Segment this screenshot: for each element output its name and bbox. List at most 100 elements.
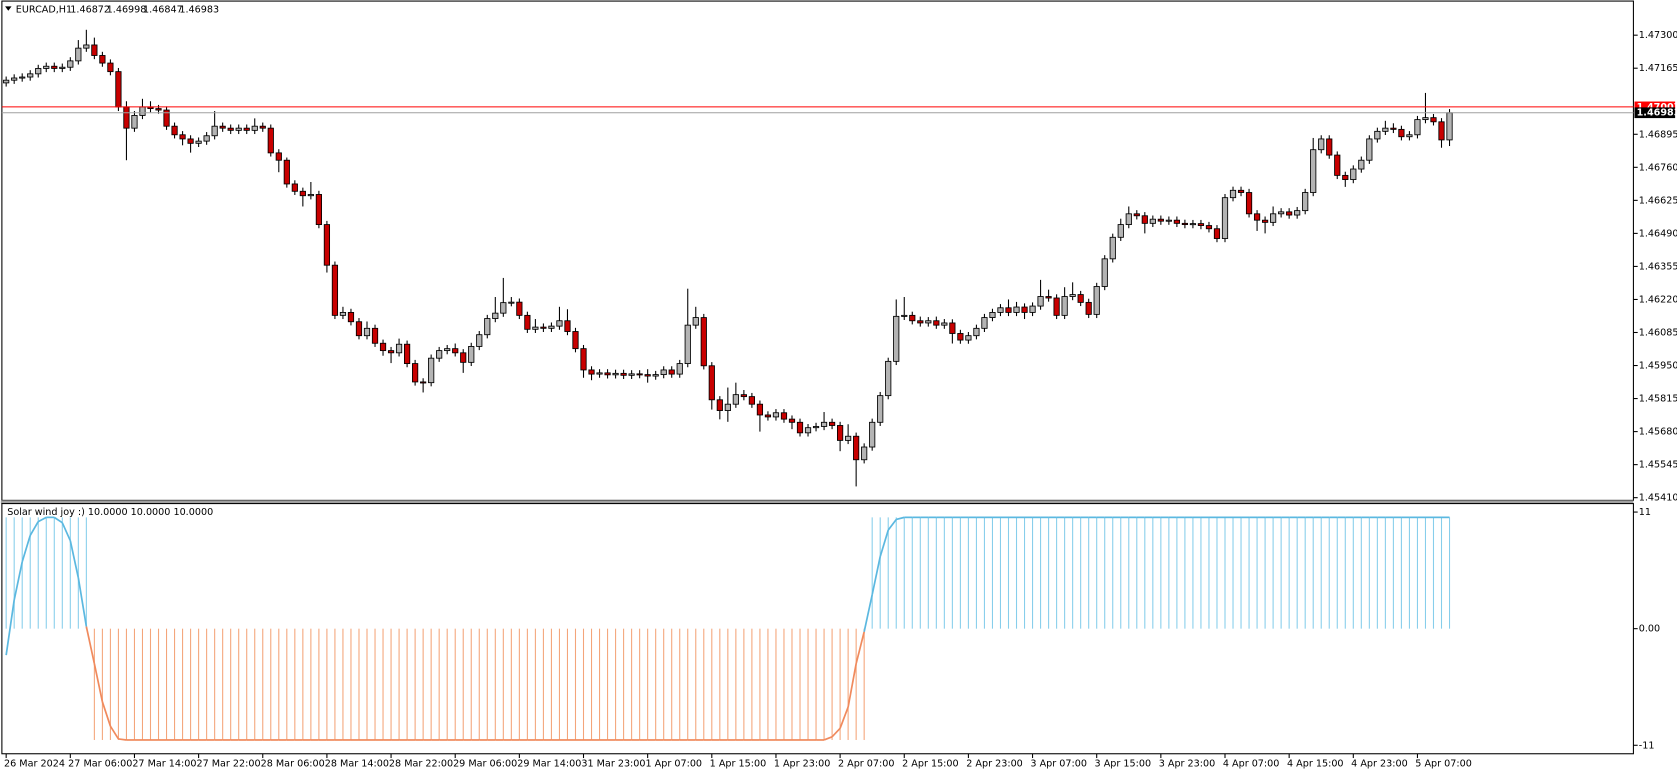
candle-body <box>1374 130 1381 140</box>
candle-body <box>925 320 932 324</box>
candle-body <box>764 414 772 418</box>
candle-body <box>1358 159 1365 170</box>
candle-body <box>179 134 186 140</box>
candle-body <box>195 140 202 144</box>
candle-body <box>1053 297 1060 316</box>
candle-body <box>1141 215 1148 224</box>
candle-body <box>115 71 122 108</box>
candle-body <box>532 326 539 330</box>
candle-body <box>1270 213 1277 223</box>
candle-body <box>853 435 860 461</box>
oscillator-line <box>101 701 112 727</box>
oscillator-line <box>863 594 874 633</box>
x-tick-label: 26 Mar 2024 <box>4 758 65 769</box>
candle-body <box>580 348 587 371</box>
candle-body <box>436 350 443 359</box>
candle-body <box>885 360 892 397</box>
candle-body <box>572 331 579 350</box>
candle-body <box>604 372 611 376</box>
candle-body <box>1213 228 1221 239</box>
candle-body <box>1197 223 1205 226</box>
x-tick-label: 27 Mar 14:00 <box>132 758 196 769</box>
candle-body <box>845 435 852 441</box>
oscillator-line <box>871 556 882 595</box>
oscillator-line <box>53 516 63 524</box>
candle-body <box>3 79 10 84</box>
x-tick-label: 27 Mar 06:00 <box>68 758 132 769</box>
candle-body <box>909 314 916 322</box>
candle-body <box>828 421 836 426</box>
candle-body <box>780 412 788 420</box>
candle-body <box>1438 121 1445 141</box>
y-tick-label: 1.46625 <box>1639 195 1677 206</box>
oscillator-line <box>823 735 833 741</box>
y-tick-label: 11 <box>1639 507 1651 518</box>
candle-body <box>1149 218 1156 224</box>
candle-body <box>339 312 347 316</box>
candle-body <box>1310 149 1317 193</box>
candle-body <box>973 327 980 337</box>
x-tick-label: 29 Mar 06:00 <box>453 758 517 769</box>
x-tick-label: 4 Apr 15:00 <box>1287 758 1344 769</box>
candle-body <box>1430 117 1437 123</box>
candle-body <box>1286 211 1293 216</box>
y-tick-label: 1.46355 <box>1639 261 1677 272</box>
x-tick-label: 3 Apr 23:00 <box>1159 758 1216 769</box>
x-tick-label: 4 Apr 23:00 <box>1351 758 1408 769</box>
candle-body <box>508 301 515 304</box>
candle-body <box>139 106 146 116</box>
oscillator-line <box>85 626 96 664</box>
candle-body <box>1229 189 1237 199</box>
oscillator-line <box>77 577 88 627</box>
candle-body <box>1350 168 1357 180</box>
price-label-box <box>1634 107 1676 119</box>
candle-body <box>1366 138 1373 161</box>
candle-body <box>708 365 715 401</box>
candle-body <box>628 373 635 376</box>
candle-body <box>933 320 940 326</box>
candle-body <box>1013 306 1020 313</box>
x-tick-label: 1 Apr 15:00 <box>710 758 767 769</box>
header-low: 1.46847 <box>143 5 183 16</box>
candle-body <box>235 127 242 131</box>
x-tick-label: 3 Apr 15:00 <box>1095 758 1152 769</box>
candle-body <box>861 446 868 461</box>
candle-body <box>596 372 603 375</box>
candle-body <box>1157 218 1164 222</box>
candle-body <box>1085 301 1092 315</box>
candle-body <box>323 224 331 266</box>
candle-body <box>227 127 234 131</box>
candle-body <box>1021 306 1028 313</box>
candle-body <box>1398 128 1405 138</box>
x-tick-label: 3 Apr 07:00 <box>1030 758 1087 769</box>
candle-body <box>171 125 178 136</box>
candle-body <box>43 65 50 69</box>
candle-body <box>203 135 210 142</box>
candle-body <box>27 73 34 78</box>
panel-separator <box>0 500 1634 504</box>
candle-body <box>11 77 18 81</box>
candle-body <box>484 318 491 336</box>
x-tick-label: 1 Apr 07:00 <box>646 758 703 769</box>
candle-body <box>740 394 747 398</box>
x-tick-label: 31 Mar 23:00 <box>581 758 645 769</box>
candle-body <box>1294 210 1301 216</box>
candle-body <box>67 60 74 68</box>
candle-body <box>259 125 266 129</box>
candle-body <box>19 76 26 79</box>
candle-body <box>1077 294 1084 303</box>
candle-body <box>379 342 387 352</box>
candle-body <box>387 350 395 354</box>
candle-body <box>1181 222 1189 226</box>
x-tick-label: 29 Mar 14:00 <box>517 758 581 769</box>
candle-body <box>652 374 659 377</box>
candle-body <box>820 421 828 427</box>
candle-body <box>1221 197 1229 239</box>
oscillator-line <box>887 518 897 531</box>
symbol-title: EURCAD,H1 <box>16 5 72 16</box>
candle-body <box>492 312 499 319</box>
candle-body <box>989 312 996 318</box>
candle-body <box>692 317 699 326</box>
candle-body <box>756 403 764 416</box>
candle-body <box>1029 305 1036 313</box>
